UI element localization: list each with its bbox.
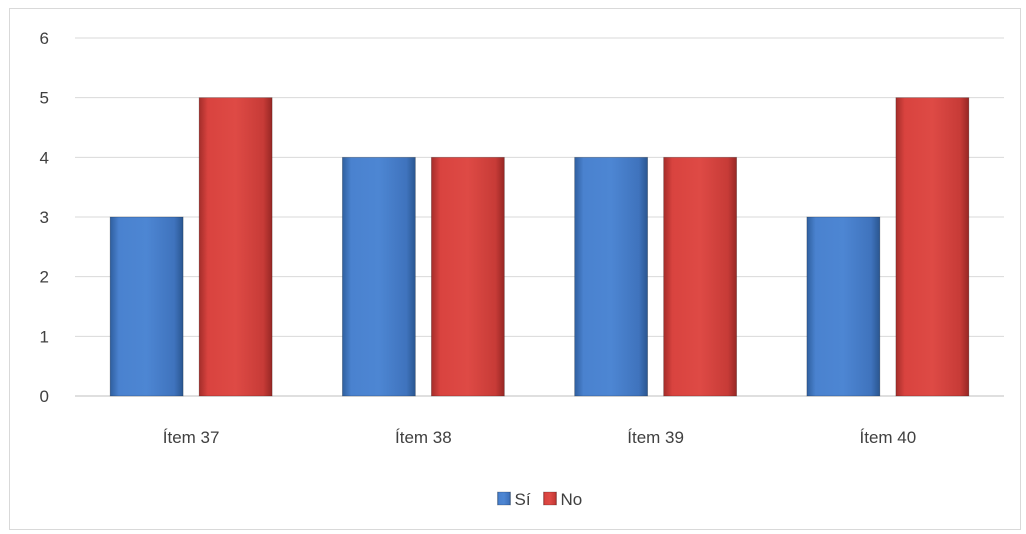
x-tick-label: Ítem 37 — [163, 428, 220, 447]
legend-label-si: Sí — [515, 490, 531, 509]
y-tick-label: 0 — [40, 387, 49, 406]
x-tick-label: Ítem 38 — [395, 428, 452, 447]
y-tick-label: 5 — [40, 89, 49, 108]
x-tick-label: Ítem 40 — [860, 428, 917, 447]
bar-si-1 — [109, 216, 184, 397]
bar-si-4 — [806, 216, 881, 397]
bar-no-3 — [663, 156, 738, 397]
bar-no-4 — [895, 97, 970, 397]
bar-si-3 — [574, 156, 649, 397]
x-axis-ticks: Ítem 37 Ítem 38 Ítem 39 Ítem 40 — [163, 428, 916, 447]
bar-no-2 — [430, 156, 505, 397]
x-tick-label: Ítem 39 — [627, 428, 684, 447]
y-tick-label: 6 — [40, 29, 49, 48]
y-tick-label: 2 — [40, 268, 49, 287]
y-axis-ticks: 0 1 2 3 4 5 6 — [40, 29, 49, 406]
legend-label-no: No — [561, 490, 583, 509]
y-tick-label: 1 — [40, 327, 49, 346]
legend: Sí No — [497, 490, 583, 509]
legend-swatch-si — [497, 491, 511, 506]
y-tick-label: 4 — [40, 148, 49, 167]
bar-no-1 — [198, 97, 273, 397]
bar-si-2 — [341, 156, 416, 397]
y-tick-label: 3 — [40, 208, 49, 227]
legend-swatch-no — [543, 491, 557, 506]
bars — [109, 97, 970, 397]
